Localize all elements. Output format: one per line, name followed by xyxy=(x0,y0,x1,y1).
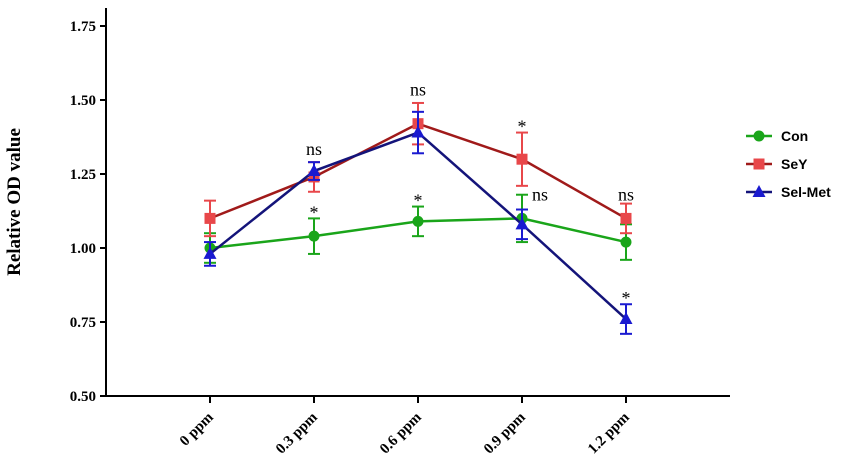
data-point xyxy=(620,212,632,224)
significance-label: ns xyxy=(306,139,322,159)
y-tick-label: 1.75 xyxy=(70,19,96,35)
significance-label: ns xyxy=(410,80,426,100)
y-tick-label: 1.25 xyxy=(70,167,96,183)
data-point xyxy=(516,153,528,165)
data-point xyxy=(307,164,321,177)
y-tick-label: 0.50 xyxy=(70,389,96,405)
significance-label: ns xyxy=(532,185,548,205)
x-tick-label: 0.9 ppm xyxy=(481,409,529,457)
legend-item-con: Con xyxy=(746,128,808,144)
y-tick-label: 1.50 xyxy=(70,93,96,109)
series-layer xyxy=(203,101,633,335)
legend: Con SeY Sel-Met xyxy=(746,128,831,200)
legend-label: Sel-Met xyxy=(781,184,831,200)
legend-item-sey: SeY xyxy=(746,156,808,172)
annotations: ns * ns * * ns ns * xyxy=(306,80,634,309)
y-axis-title: Relative OD value xyxy=(4,128,25,276)
data-point xyxy=(411,125,425,138)
data-point xyxy=(204,212,216,224)
legend-label: SeY xyxy=(781,156,808,172)
x-tick-label: 0.3 ppm xyxy=(273,409,321,457)
x-tick-label: 0 ppm xyxy=(177,409,217,449)
significance-label: * xyxy=(518,117,527,137)
data-point xyxy=(412,215,424,227)
y-tick-label: 1.00 xyxy=(70,241,96,257)
y-axis-ticks: 0.50 0.75 1.00 1.25 1.50 1.75 xyxy=(70,19,106,405)
legend-marker xyxy=(753,130,765,142)
significance-label: * xyxy=(622,288,631,308)
data-point xyxy=(619,312,633,325)
legend-marker xyxy=(753,158,765,170)
significance-label: * xyxy=(310,202,319,222)
significance-label: * xyxy=(414,191,423,211)
significance-label: ns xyxy=(618,185,634,205)
x-axis-ticks: 0 ppm 0.3 ppm 0.6 ppm 0.9 ppm 1.2 ppm xyxy=(177,396,633,457)
data-point xyxy=(203,246,217,259)
data-point xyxy=(308,230,320,242)
series-sel-met xyxy=(203,110,633,335)
legend-item-sel-met: Sel-Met xyxy=(746,184,831,200)
x-tick-label: 1.2 ppm xyxy=(585,409,633,457)
data-point xyxy=(515,217,529,230)
x-tick-label: 0.6 ppm xyxy=(377,409,425,457)
legend-marker xyxy=(752,185,766,197)
legend-label: Con xyxy=(781,128,808,144)
data-point xyxy=(620,236,632,248)
y-tick-label: 0.75 xyxy=(70,315,96,331)
